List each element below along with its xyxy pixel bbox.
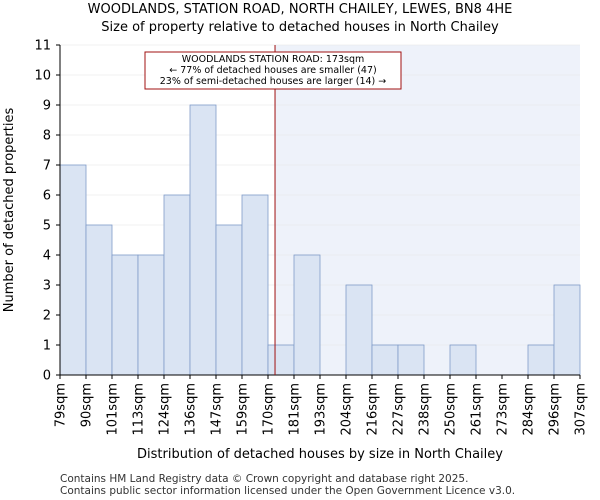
x-tick-label-3: 113sqm [132, 383, 147, 436]
bar-19 [553, 284, 581, 376]
y-tick-label-11: 11 [34, 39, 51, 54]
x-tick-label-1: 90sqm [80, 383, 95, 427]
bar-1 [85, 224, 113, 376]
bar-5 [189, 104, 217, 376]
bar-13 [397, 344, 425, 376]
y-tick-label-4: 4 [43, 249, 51, 264]
x-tick-label-7: 159sqm [236, 383, 251, 436]
y-tick-label-3: 3 [43, 279, 51, 294]
x-tick-label-16: 261sqm [470, 383, 485, 436]
annotation-line-1: WOODLANDS STATION ROAD: 173sqm [182, 54, 365, 65]
bar-18 [527, 344, 555, 376]
x-tick-label-17: 273sqm [496, 383, 511, 436]
y-tick-label-10: 10 [34, 69, 51, 84]
x-tick-label-2: 101sqm [106, 383, 121, 436]
bar-8 [267, 344, 295, 376]
bar-3 [137, 254, 165, 376]
x-tick-label-10: 193sqm [314, 383, 329, 436]
bar-15 [449, 344, 477, 376]
bar-7 [241, 194, 269, 376]
y-axis-label: Number of detached properties [2, 108, 17, 313]
x-tick-label-12: 216sqm [366, 383, 381, 436]
x-tick-label-20: 307sqm [574, 383, 589, 436]
y-tick-label-0: 0 [43, 369, 51, 384]
bar-2 [111, 254, 139, 376]
highlight-region [275, 45, 580, 375]
annotation-box [144, 51, 402, 90]
x-tick-label-6: 147sqm [210, 383, 225, 436]
annotation-line-3: 23% of semi-detached houses are larger (… [160, 76, 387, 87]
y-tick-label-1: 1 [43, 339, 51, 354]
bar-4 [163, 194, 191, 376]
y-tick-label-5: 5 [43, 219, 51, 234]
footer-line-2: Contains public sector information licen… [60, 485, 516, 497]
x-tick-label-13: 227sqm [392, 383, 407, 436]
bar-9 [293, 254, 321, 376]
bar-12 [371, 344, 399, 376]
x-tick-label-0: 79sqm [54, 383, 69, 427]
x-tick-label-19: 296sqm [548, 383, 563, 436]
x-tick-label-14: 238sqm [418, 383, 433, 436]
y-tick-label-7: 7 [43, 159, 51, 174]
y-tick-label-9: 9 [43, 99, 51, 114]
chart-subtitle: Size of property relative to detached ho… [101, 20, 499, 35]
x-tick-label-8: 170sqm [262, 383, 277, 436]
chart-title: WOODLANDS, STATION ROAD, NORTH CHAILEY, … [87, 2, 513, 17]
annotation-line-2: ← 77% of detached houses are smaller (47… [169, 65, 376, 76]
x-axis-label: Distribution of detached houses by size … [137, 447, 503, 462]
x-tick-label-11: 204sqm [340, 383, 355, 436]
bar-11 [345, 284, 373, 376]
y-tick-label-8: 8 [43, 129, 51, 144]
y-tick-label-2: 2 [43, 309, 51, 324]
y-tick-label-6: 6 [43, 189, 51, 204]
bar-6 [215, 224, 243, 376]
x-tick-label-18: 284sqm [522, 383, 537, 436]
x-tick-label-15: 250sqm [444, 383, 459, 436]
x-tick-label-9: 181sqm [288, 383, 303, 436]
bar-0 [59, 164, 87, 376]
x-tick-label-4: 124sqm [158, 383, 173, 436]
x-tick-label-5: 136sqm [184, 383, 199, 436]
footer-line-1: Contains HM Land Registry data © Crown c… [60, 473, 469, 485]
